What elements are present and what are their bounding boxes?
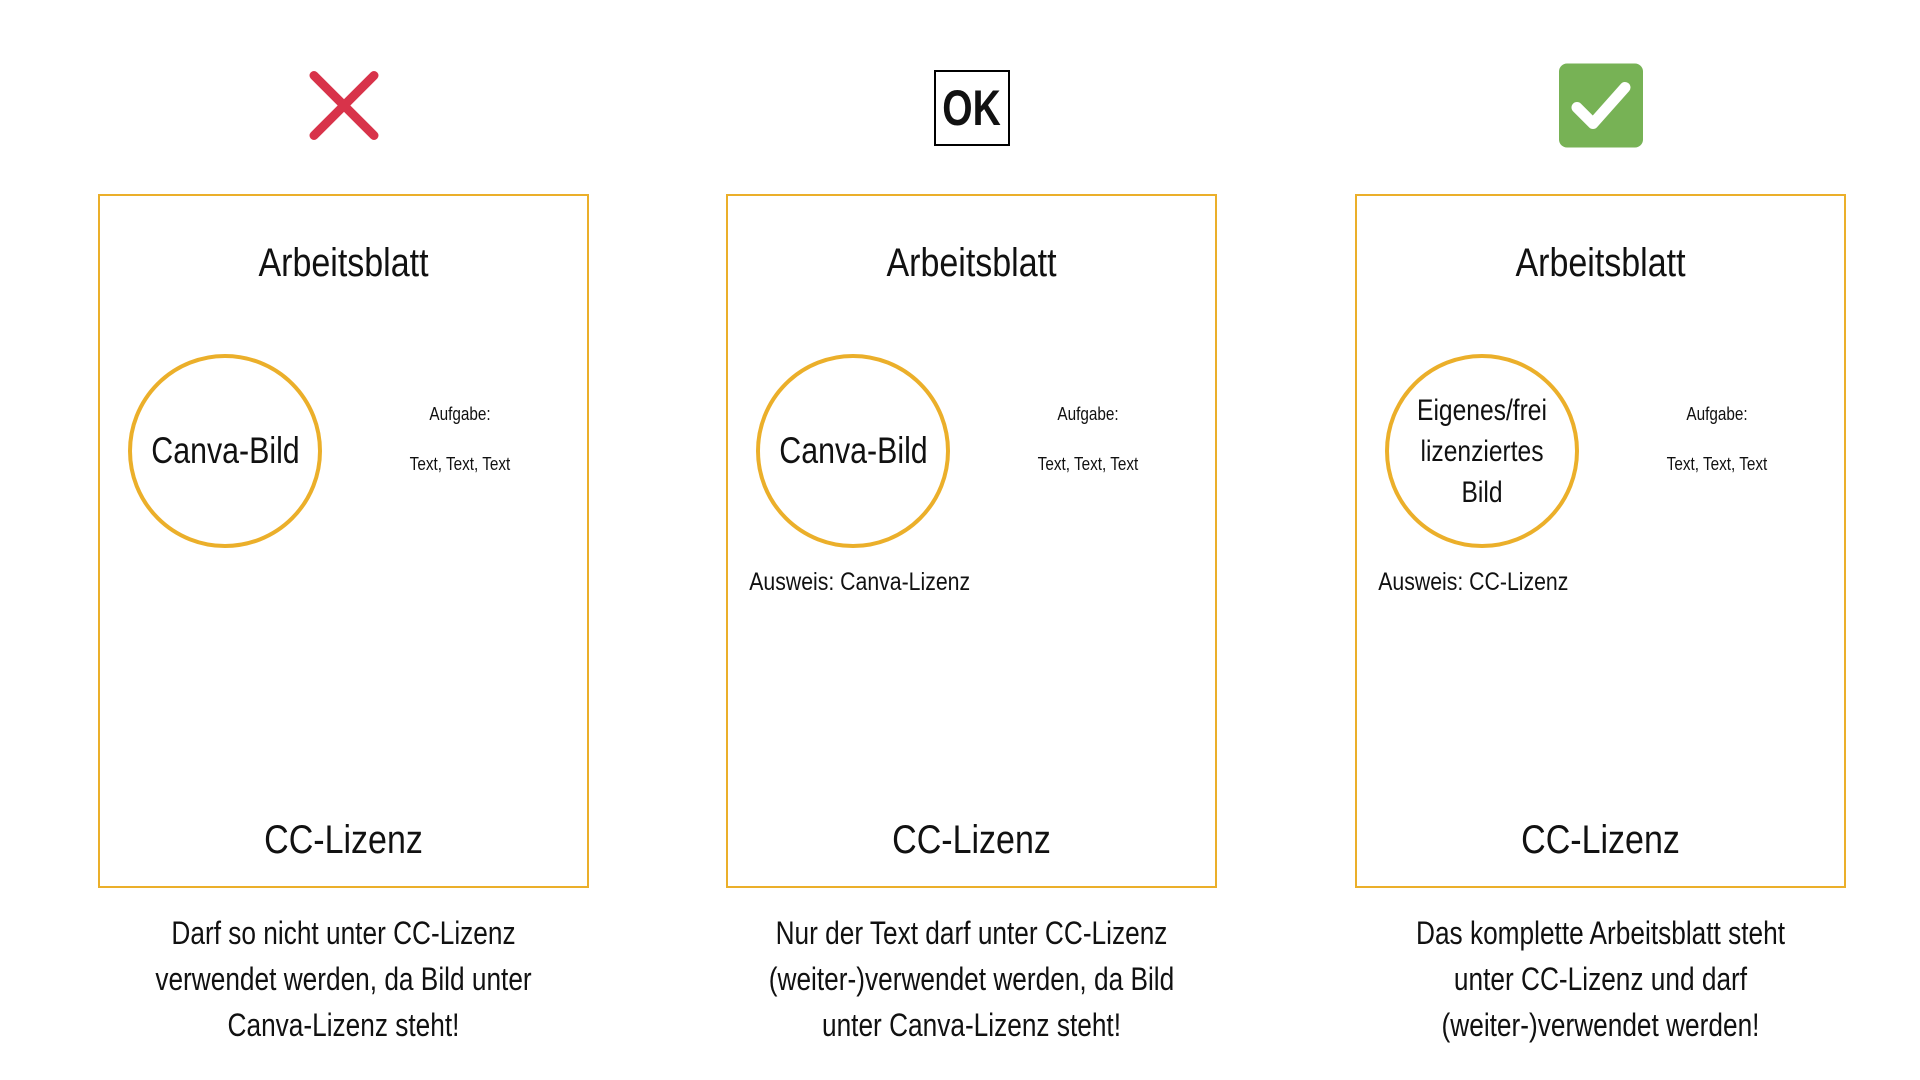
- image-placeholder: Canva-Bild: [128, 354, 322, 548]
- worksheet-title: Arbeitsblatt: [1515, 241, 1686, 285]
- caption-line: Nur der Text darf unter CC-Lizenz: [775, 915, 1168, 951]
- image-label: Canva-Bild: [150, 430, 300, 471]
- caption: Das komplette Arbeitsblatt steht unter CC…: [1383, 910, 1818, 1048]
- caption-line: verwendet werden, da Bild unter: [155, 961, 532, 997]
- task-text: Text, Text, Text: [1666, 454, 1768, 474]
- caption-line: Das komplette Arbeitsblatt steht: [1416, 915, 1785, 951]
- worksheet-frame: Arbeitsblatt Canva-Bild Aufgabe: Text, T…: [98, 194, 589, 888]
- caption-line: unter CC-Lizenz und darf: [1453, 961, 1748, 997]
- image-credit: Ausweis: CC-Lizenz: [1378, 568, 1569, 596]
- example-column: OK Arbeitsblatt Canva-Bild Aufgabe: Text…: [726, 0, 1217, 1080]
- caption-line: unter Canva-Lizenz steht!: [821, 1007, 1121, 1043]
- ok-icon: OK: [933, 70, 1010, 146]
- image-label: Canva-Bild: [778, 430, 928, 471]
- caption-line: (weiter-)verwendet werden!: [1441, 1007, 1760, 1043]
- caption: Darf so nicht unter CC-Lizenz verwendet w…: [126, 910, 561, 1048]
- check-icon: [1558, 63, 1643, 148]
- task-label: Aufgabe:: [1057, 404, 1119, 424]
- task-label: Aufgabe:: [1686, 404, 1748, 424]
- worksheet-frame: Arbeitsblatt Canva-Bild Aufgabe: Text, T…: [726, 194, 1217, 888]
- verdict-icon-wrapper: [1558, 63, 1643, 153]
- verdict-icon-wrapper: OK: [933, 70, 1010, 146]
- caption: Nur der Text darf unter CC-Lizenz (weiter…: [754, 910, 1189, 1048]
- worksheet-title: Arbeitsblatt: [258, 241, 429, 285]
- caption-line: Darf so nicht unter CC-Lizenz: [171, 915, 516, 951]
- worksheet-title: Arbeitsblatt: [886, 241, 1057, 285]
- example-column: Arbeitsblatt Eigenes/frei lizenziertes B…: [1355, 0, 1846, 1080]
- image-credit: Ausweis: Canva-Lizenz: [749, 568, 971, 596]
- task-text: Text, Text, Text: [409, 454, 511, 474]
- caption-line: (weiter-)verwendet werden, da Bild: [768, 961, 1175, 997]
- license-label: CC-Lizenz: [892, 818, 1051, 862]
- example-column: Arbeitsblatt Canva-Bild Aufgabe: Text, T…: [98, 0, 589, 1080]
- license-label: CC-Lizenz: [1521, 818, 1680, 862]
- caption-line: Canva-Lizenz steht!: [227, 1007, 460, 1043]
- image-label: Eigenes/frei lizenziertes Bild: [1417, 393, 1547, 509]
- worksheet-frame: Arbeitsblatt Eigenes/frei lizenziertes B…: [1355, 194, 1846, 888]
- image-placeholder: Eigenes/frei lizenziertes Bild: [1385, 354, 1579, 548]
- image-placeholder: Canva-Bild: [756, 354, 950, 548]
- cross-icon: [309, 71, 378, 140]
- task-label: Aufgabe:: [429, 404, 491, 424]
- verdict-icon-wrapper: [306, 68, 382, 149]
- task-text: Text, Text, Text: [1037, 454, 1139, 474]
- license-label: CC-Lizenz: [264, 818, 423, 862]
